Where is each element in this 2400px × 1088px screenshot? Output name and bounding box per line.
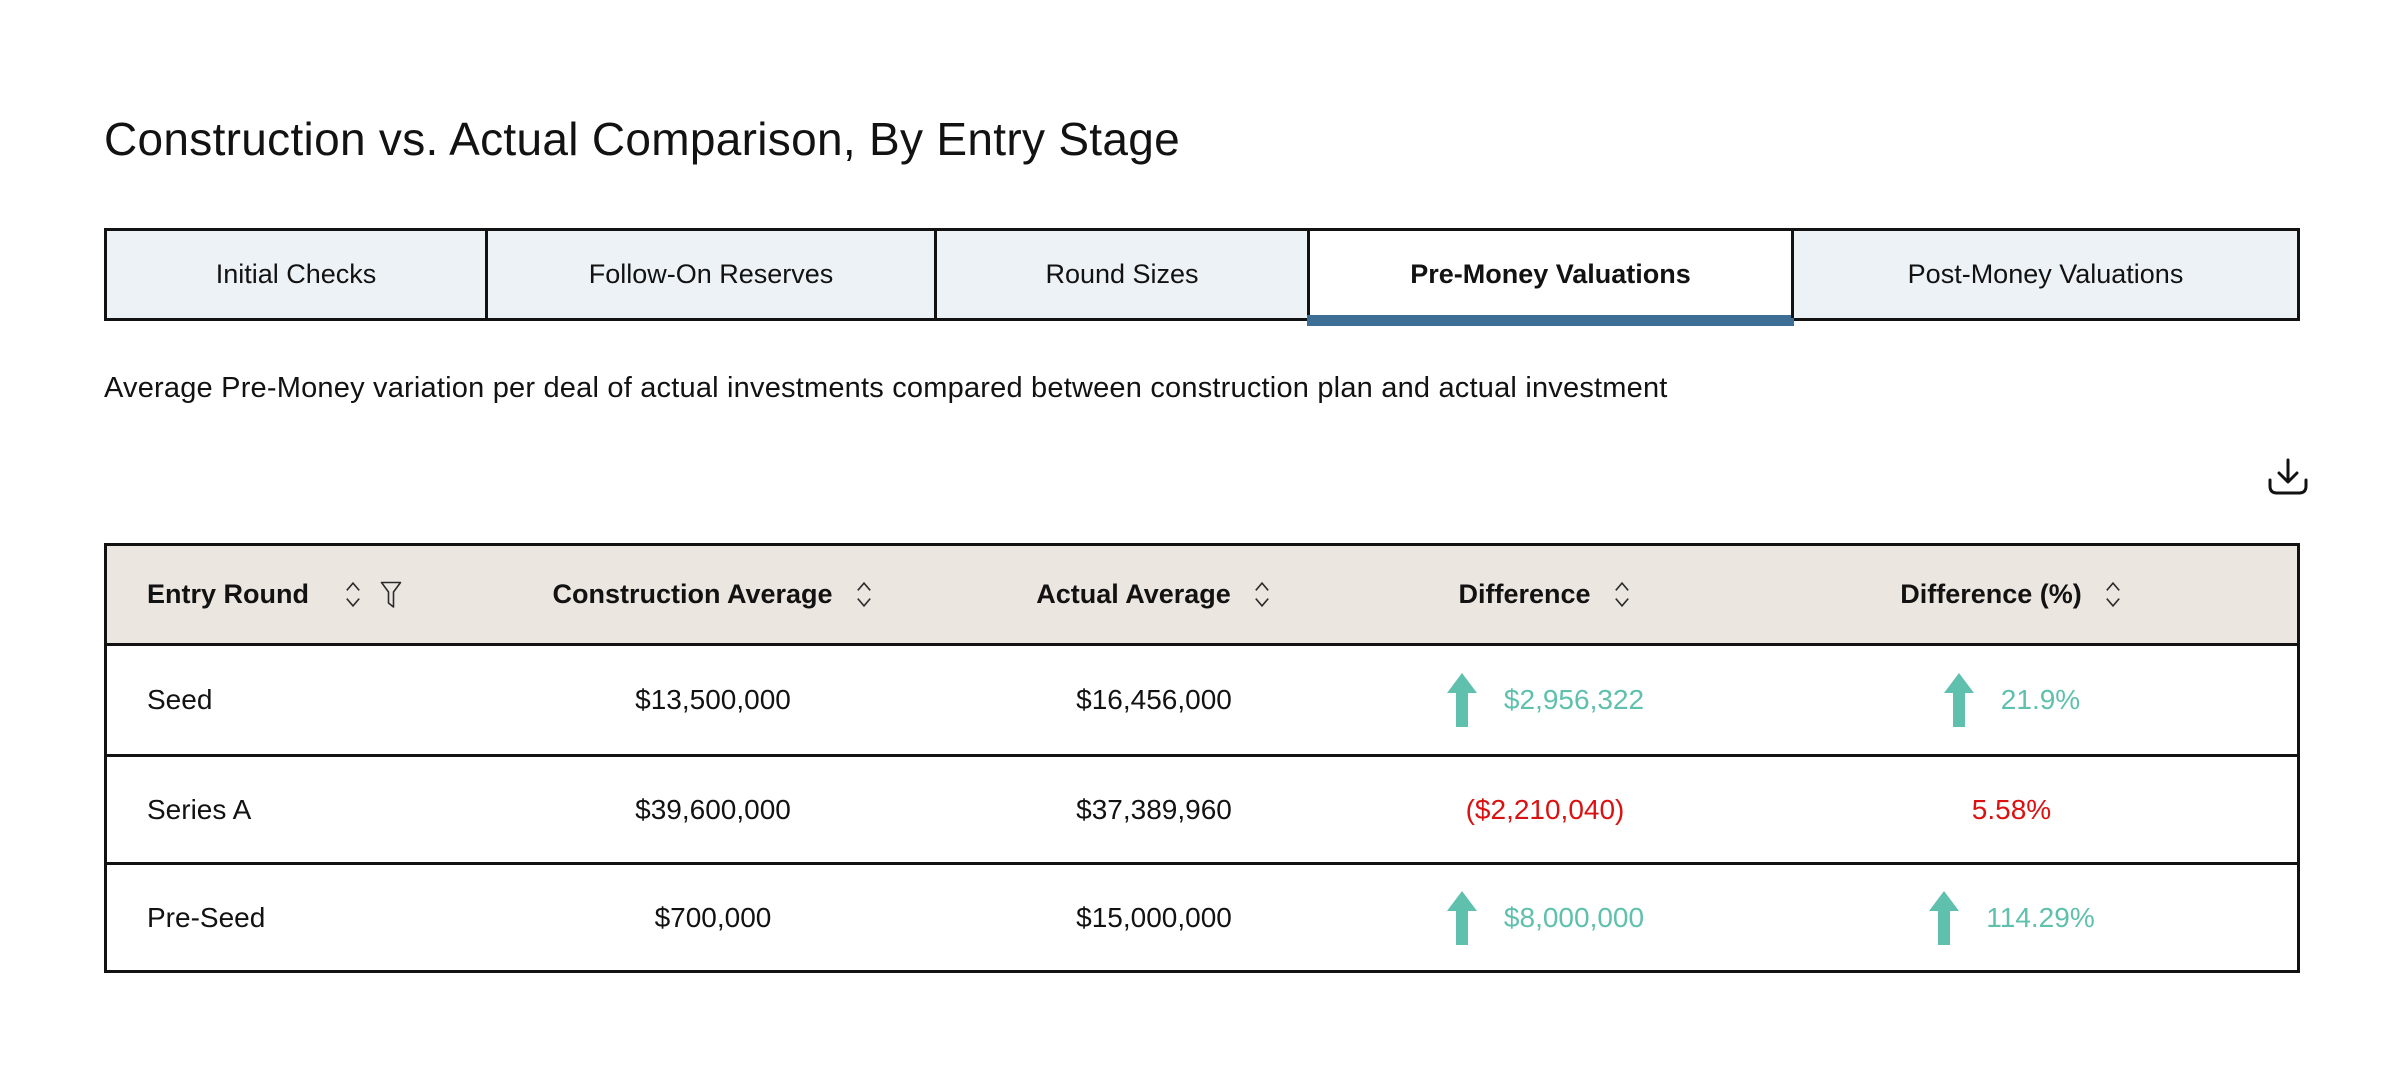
table-row: Series A $39,600,000 $37,389,960 ($2,210… [107,754,2297,862]
cell-construction-average: $39,600,000 [635,793,791,825]
difference-indicator: $2,956,322 [1446,673,1644,727]
difference-value: $8,000,000 [1503,901,1645,933]
cell-difference-pct: 5.58% [1726,794,2297,826]
cell-entry-round: Pre-Seed [147,901,266,933]
column-header-label: Difference [1458,579,1591,609]
arrow-up-icon [1446,890,1477,945]
difference-pct-indicator: 5.58% [1972,794,2051,826]
cell-difference-pct: 114.29% [1726,890,2297,945]
column-header-actual-average[interactable]: Actual Average [944,579,1364,610]
tab-label: Initial Checks [215,259,377,289]
tab-label: Post-Money Valuations [1907,259,2184,289]
column-header-difference[interactable]: Difference [1364,579,1726,610]
tab-round-sizes[interactable]: Round Sizes [934,231,1307,318]
table-row: Pre-Seed $700,000 $15,000,000 $8,000,000… [107,862,2297,970]
difference-pct-indicator: 114.29% [1928,890,2095,945]
column-header-difference-pct[interactable]: Difference (%) [1726,579,2297,610]
download-icon [2268,458,2308,495]
difference-value: $2,956,322 [1503,684,1645,715]
tab-post-money-valuations[interactable]: Post-Money Valuations [1791,231,2297,318]
difference-pct-indicator: 21.9% [1943,673,2080,727]
difference-value: ($2,210,040) [1465,793,1625,825]
cell-entry-round: Seed [147,684,213,715]
comparison-table: Entry Round Construction Average Actual … [104,543,2300,973]
page-title: Construction vs. Actual Comparison, By E… [104,113,1181,165]
cell-actual-average: $16,456,000 [1076,684,1232,715]
tab-bar: Initial Checks Follow-On Reserves Round … [104,228,2300,326]
cell-entry-round: Series A [147,793,252,825]
table-row: Seed $13,500,000 $16,456,000 $2,956,322 … [107,646,2297,754]
cell-difference: ($2,210,040) [1364,794,1726,826]
cell-construction-average: $13,500,000 [635,684,791,715]
arrow-up-icon [1943,673,1974,727]
tab-pre-money-valuations[interactable]: Pre-Money Valuations [1307,231,1794,326]
tab-label: Follow-On Reserves [588,259,834,289]
filter-icon[interactable] [380,581,402,609]
difference-indicator: $8,000,000 [1446,890,1645,945]
tab-label: Round Sizes [1045,259,1199,289]
subtitle: Average Pre-Money variation per deal of … [104,372,1668,404]
tab-initial-checks[interactable]: Initial Checks [107,231,485,318]
column-header-label: Difference (%) [1900,579,2082,609]
sort-icon[interactable] [343,579,363,610]
sort-icon[interactable] [1612,579,1632,610]
cell-construction-average: $700,000 [654,901,772,933]
sort-icon[interactable] [1252,579,1272,610]
column-header-entry-round[interactable]: Entry Round [107,579,482,610]
tab-label: Pre-Money Valuations [1410,259,1691,289]
column-header-label: Actual Average [1036,579,1231,609]
cell-actual-average: $15,000,000 [1076,901,1232,933]
table-header-row: Entry Round Construction Average Actual … [107,546,2297,646]
tab-follow-on-reserves[interactable]: Follow-On Reserves [485,231,934,318]
cell-actual-average: $37,389,960 [1076,793,1232,825]
column-header-label: Construction Average [552,579,833,609]
difference-pct-value: 114.29% [1986,901,2095,933]
sort-icon[interactable] [2103,579,2123,610]
arrow-up-icon [1446,673,1477,727]
cell-difference: $8,000,000 [1364,890,1726,945]
difference-indicator: ($2,210,040) [1466,794,1625,826]
download-button[interactable] [2256,448,2320,512]
arrow-up-icon [1929,890,1960,945]
difference-pct-value: 5.58% [1971,793,2052,825]
difference-pct-value: 21.9% [2000,684,2081,715]
sort-icon[interactable] [854,579,874,610]
cell-difference: $2,956,322 [1364,673,1726,727]
cell-difference-pct: 21.9% [1726,673,2297,727]
column-header-construction-average[interactable]: Construction Average [482,579,944,610]
column-header-label: Entry Round [147,579,309,609]
active-tab-underline [1307,315,1794,326]
